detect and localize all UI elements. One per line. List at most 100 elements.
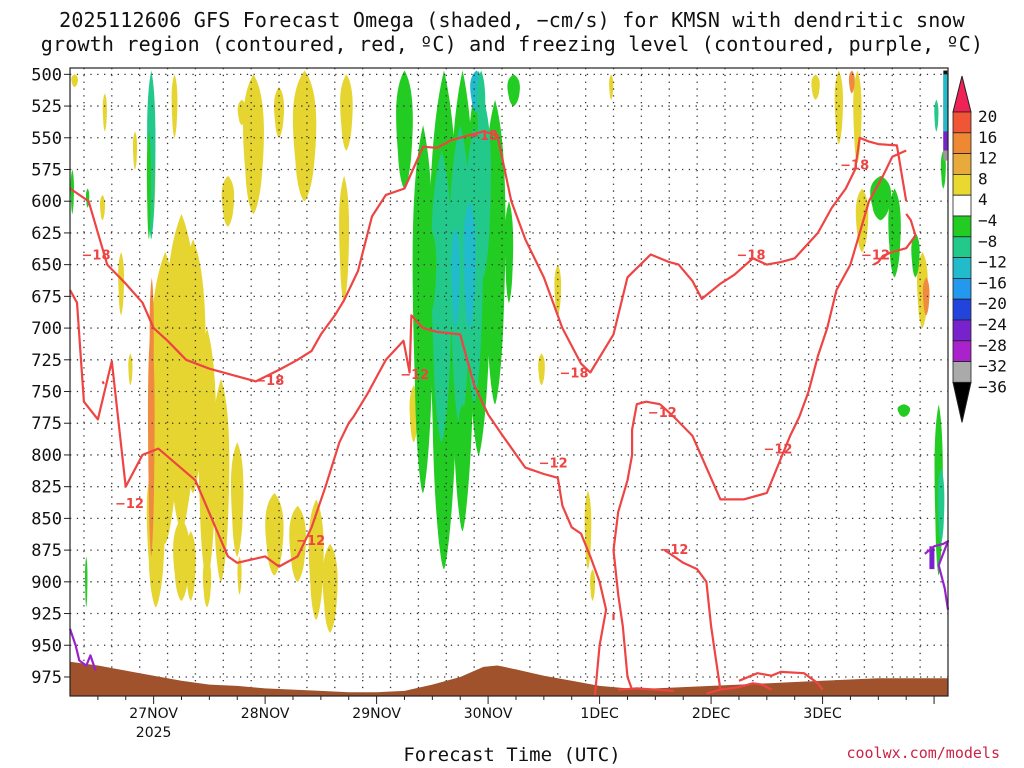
x-tick-sublabel-27NOV: 2025: [136, 725, 172, 741]
dgz-contour-minus12-loop-b: [659, 149, 907, 501]
omega-shade-71: [911, 232, 920, 278]
y-tick-label-975: 975: [31, 668, 62, 688]
contour-label-9: −12: [659, 543, 688, 558]
colorbar-swatch-3: [952, 153, 972, 175]
omega-shade-22: [118, 251, 125, 316]
x-tick-label-3DEC: 3DEC: [803, 706, 842, 722]
omega-shade-59: [431, 150, 453, 443]
omega-shade-28: [289, 505, 306, 582]
omega-shade-31: [538, 353, 545, 386]
omega-shade-14: [609, 74, 614, 100]
right-edge-purple-shade: [929, 546, 935, 570]
y-tick-label-950: 950: [31, 636, 62, 656]
y-tick-label-575: 575: [31, 160, 62, 180]
colorbar-label-7: −12: [978, 253, 1007, 272]
omega-shade-58: [504, 201, 514, 303]
dgz-contour-tick: [101, 380, 105, 385]
omega-shade-69: [870, 175, 892, 221]
omega-shade-72: [897, 404, 911, 417]
contour-label-layer: −18 −12 −18 −12 −12 −18 −12 −18 −12 −12 −18 −12 −18 −…: [82, 129, 890, 558]
y-tick-label-850: 850: [31, 509, 62, 529]
colorbar-label-11: −28: [978, 336, 1007, 355]
contour-label-8: −12: [648, 406, 677, 421]
contour-label-2: −18: [255, 374, 284, 389]
dgz-contour-bottom-loop-a: [738, 670, 824, 691]
y-tick-label-800: 800: [31, 446, 62, 466]
right-edge-shade-2: [943, 131, 948, 151]
colorbar-label-3: 8: [978, 169, 988, 188]
omega-shade-5: [221, 175, 235, 227]
right-edge-shade-3: [943, 74, 948, 132]
omega-shade-47: [146, 131, 152, 240]
colorbar-label-0: 20: [978, 107, 997, 126]
colorbar-label-13: −36: [978, 377, 1007, 396]
omega-shade-44: [848, 70, 855, 94]
chart-title-line-2: growth region (contoured, red, ºC) and f…: [40, 32, 984, 56]
omega-shade-6: [243, 74, 264, 214]
colorbar-swatch-11: [952, 319, 972, 342]
omega-shade-26: [237, 556, 242, 595]
colorbar-swatch-12: [952, 340, 972, 362]
omega-shade-13: [590, 569, 596, 601]
colorbar-label-6: −8: [978, 232, 997, 251]
colorbar-top-arrow: [952, 75, 972, 113]
freezing-level-contour-left: [68, 628, 97, 671]
colorbar-label-10: −24: [978, 315, 1007, 334]
omega-shade-15: [811, 74, 820, 100]
y-tick-label-650: 650: [31, 256, 62, 276]
contour-label-6: −12: [539, 457, 568, 472]
x-axis-label: Forecast Time (UTC): [403, 744, 621, 766]
omega-shade-74: [937, 467, 945, 544]
right-edge-shade-1: [943, 150, 948, 161]
y-tick-label-675: 675: [31, 287, 62, 307]
omega-shade-76: [934, 99, 939, 132]
colorbar-swatch-9: [952, 277, 972, 300]
contour-label-13: −12: [861, 248, 890, 263]
omega-shade-39: [230, 442, 244, 557]
omega-shade-23: [128, 353, 133, 386]
colorbar-bottom-arrow: [952, 381, 972, 423]
x-tick-label-2DEC: 2DEC: [692, 706, 731, 722]
omega-shade-20: [71, 74, 78, 88]
y-tick-label-775: 775: [31, 414, 62, 434]
colorbar-label-9: −20: [978, 294, 1007, 313]
omega-shade-10: [339, 175, 350, 303]
y-tick-label-500: 500: [31, 65, 62, 85]
omega-shade-29: [308, 499, 324, 620]
contour-label-11: −12: [763, 443, 792, 458]
dgz-contour-minus12-small-loop: [663, 549, 722, 690]
colorbar-swatch-1: [952, 111, 972, 134]
dgz-contour-minus12-loop-a: [612, 400, 661, 691]
y-tick-label-600: 600: [31, 192, 62, 212]
x-tick-label-27NOV: 27NOV: [129, 706, 178, 722]
x-tick-label-30NOV: 30NOV: [464, 706, 513, 722]
omega-shade-0: [102, 93, 107, 132]
omega-shade-57: [507, 74, 520, 107]
dgz-contour-minus12-right: [873, 213, 917, 266]
omega-shade-32: [554, 264, 562, 316]
dgz-contour-minus18-upper: [69, 130, 908, 383]
terrain-fill: [70, 661, 948, 696]
y-tick-label-875: 875: [31, 541, 62, 561]
omega-shade-43: [149, 277, 154, 405]
omega-shade-16: [834, 70, 844, 145]
y-tick-label-525: 525: [31, 97, 62, 117]
omega-shade-1: [132, 131, 138, 170]
contour-label-10: −18: [737, 248, 766, 263]
y-tick-label-900: 900: [31, 573, 62, 593]
omega-shade-63: [463, 201, 476, 329]
colorbar-swatch-6: [952, 215, 972, 238]
omega-shade-7: [274, 87, 285, 138]
y-tick-label-750: 750: [31, 383, 62, 403]
omega-shade-52: [412, 125, 434, 494]
omega-shade-68: [458, 404, 467, 468]
x-tick-label-29NOV: 29NOV: [352, 706, 401, 722]
omega-shade-19: [237, 99, 247, 126]
dgz-contour-minus12-lower: [69, 289, 608, 697]
omega-shading-layer: [70, 70, 948, 633]
y-tick-label-825: 825: [31, 478, 62, 498]
contour-label-12: −18: [840, 158, 869, 173]
axes-layer: 500 525 550 575 600 625 650 675 700 725 750 775 800 8…: [31, 65, 949, 741]
omega-shade-21: [100, 194, 106, 221]
